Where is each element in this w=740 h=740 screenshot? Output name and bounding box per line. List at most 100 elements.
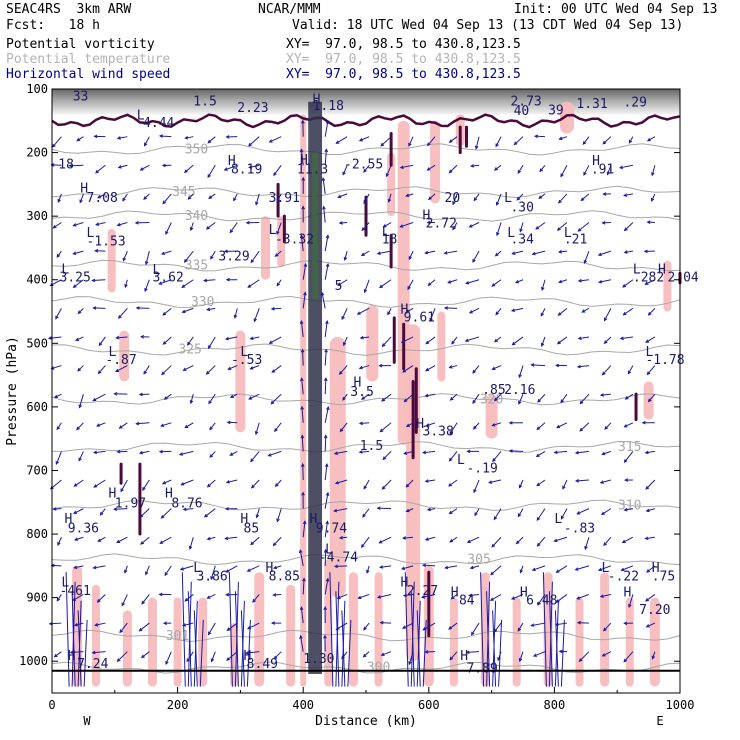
wind-arrowhead [53,653,58,658]
wind-vector [143,365,150,375]
wind-arrowhead [324,377,328,382]
extremum-label: -3.32 [275,232,314,247]
wind-arrowhead [206,595,211,599]
theta-isentrope [51,661,681,674]
wind-vector [379,536,392,544]
x-tick-label: 600 [418,698,440,712]
wind-arrowhead [600,511,605,516]
theta-label: 335 [185,259,208,274]
wind-vector [554,450,568,453]
wind-arrowhead [182,623,187,627]
wind-vector [99,336,106,346]
wind-vector [651,193,656,202]
wind-arrowhead [508,421,513,425]
wind-vector [339,365,348,375]
x-tick-label: 200 [167,698,189,712]
wind-vector [558,250,568,253]
wind-arrowhead [325,491,330,496]
wind-arrowhead [402,369,407,373]
wind-vector [407,279,414,290]
init-time: Init: 00 UTC Wed 04 Sep 13 [514,2,718,17]
wind-arrowhead [224,536,229,541]
theta-label: 345 [172,185,195,200]
wind-arrowhead [93,484,98,488]
wind-vector [558,307,568,316]
wind-arrowhead [402,536,407,540]
wind-vector [347,619,352,687]
wind-arrowhead [333,564,338,569]
wind-arrowhead [644,281,649,285]
x-tick-label: 800 [544,698,566,712]
wind-vector [469,307,480,314]
extremum-label: H [592,154,600,169]
wind-vector [623,651,634,663]
wind-arrowhead [606,171,611,176]
wind-vector [467,536,480,543]
pv-fill-region [261,216,271,280]
extremum-label: 1.18 [313,99,344,114]
wind-vector [299,550,304,566]
wind-arrowhead [227,366,232,371]
wind-vector [560,393,568,403]
wind-arrowhead [645,339,650,343]
wind-arrowhead [511,341,516,346]
wind-arrowhead [274,253,279,257]
wind-arrowhead [250,541,254,546]
wind-arrowhead [325,234,330,239]
y-tick-label: 700 [26,463,48,477]
extremum-label: H [520,585,528,600]
wind-vector [206,222,216,230]
wind-arrowhead [645,598,650,602]
wind-arrowhead [468,224,473,228]
wind-vector [624,508,633,511]
wind-arrowhead [469,164,475,168]
theta-label: 330 [191,295,214,310]
wind-vector [73,222,84,227]
wind-vector [324,521,328,538]
extremum-label: 85 [244,522,260,537]
wind-arrowhead [495,201,500,206]
wind-arrowhead [553,538,558,543]
theta-isentrope [51,629,681,643]
wind-arrowhead [536,482,541,487]
wind-arrowhead [553,450,558,455]
wind-vector [603,536,612,546]
wind-arrowhead [158,281,163,285]
wind-arrowhead [379,428,384,433]
y-tick-label: 400 [26,273,48,287]
wind-arrowhead [578,658,583,663]
wind-vector [361,222,370,231]
wind-arrowhead [233,314,238,319]
y-tick-label: 500 [26,336,48,350]
wind-arrowhead [361,396,365,400]
pv-fill-region [122,610,132,687]
field-name-theta: Potential temperature [6,52,171,67]
extremum-label: 3.38 [423,424,454,439]
wind-arrowhead [363,485,367,490]
wind-vector [601,508,612,515]
wind-arrowhead [274,428,278,433]
wind-arrowhead [225,277,230,282]
wind-arrowhead [516,196,521,201]
wind-vector [517,622,524,632]
wind-arrowhead [225,569,230,573]
wind-vector [209,422,216,430]
wind-vector [124,279,128,288]
wind-vector [74,536,84,541]
wind-vector [77,365,84,372]
wind-vector [582,307,590,313]
wind-vector [382,451,392,460]
wind-vector [539,164,546,172]
wind-vector [579,651,590,662]
wind-arrowhead [299,606,304,611]
wind-vector [145,565,150,575]
wind-arrowhead [139,167,144,171]
wind-arrowhead [205,226,210,230]
wind-arrowhead [250,484,255,489]
wind-vector [337,593,348,599]
wind-arrowhead [300,405,304,410]
wind-vector [334,565,348,567]
wind-arrowhead [426,167,431,171]
wind-vector [344,250,348,261]
wind-arrowhead [449,430,453,435]
